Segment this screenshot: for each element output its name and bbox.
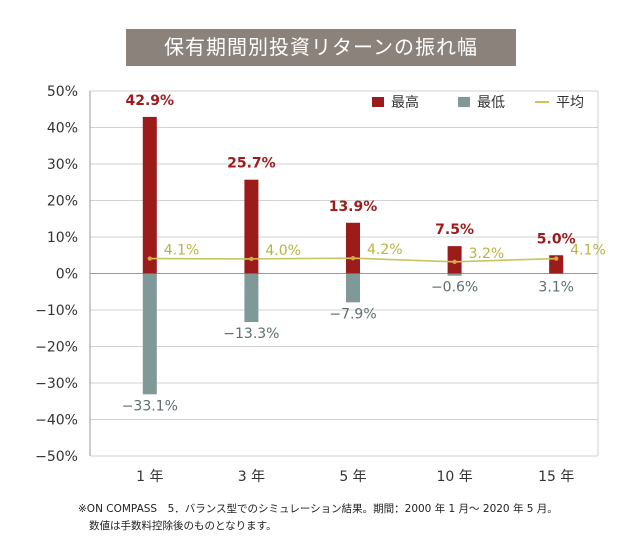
y-tick-label: −50% xyxy=(35,449,78,465)
average-value-label: 3.2% xyxy=(469,246,505,262)
x-tick-label: 10 年 xyxy=(436,469,472,485)
bars xyxy=(142,116,564,395)
high-value-label: 42.9% xyxy=(126,93,175,109)
chart-svg: 50% 40% 30% 20% 10% 0% −10% −20% −30% −40% −50% 42… xyxy=(35,84,606,485)
y-tick-label: 10% xyxy=(47,230,78,246)
average-value-label: 4.2% xyxy=(367,242,403,258)
bar-low xyxy=(142,273,157,395)
average-point xyxy=(554,256,559,261)
low-value-label: 3.1% xyxy=(538,280,574,296)
bar-high xyxy=(346,222,360,274)
bar-low xyxy=(447,273,462,276)
y-tick-label: 50% xyxy=(47,84,78,100)
average-value-label: 4.1% xyxy=(164,243,200,259)
bar-low xyxy=(244,273,259,323)
high-value-label: 13.9% xyxy=(329,199,378,215)
y-tick-label: 0% xyxy=(56,267,78,283)
legend-label-low: 最低 xyxy=(477,95,505,111)
low-value-label: −13.3% xyxy=(223,326,279,342)
footnote: ※ON COMPASS 5．バランス型でのシミュレーション結果。期間：2000 … xyxy=(78,501,558,535)
legend-label-high: 最高 xyxy=(391,94,419,111)
low-value-label: −7.9% xyxy=(329,306,376,322)
x-axis-ticks: 1 年 3 年 5 年 10 年 15 年 xyxy=(136,469,574,485)
y-tick-label: −30% xyxy=(35,376,78,392)
average-point xyxy=(147,256,152,261)
y-tick-label: −40% xyxy=(35,413,78,429)
legend: 最高 最低 平均 xyxy=(372,94,584,111)
low-value-label: −33.1% xyxy=(122,398,178,414)
average-value-label: 4.0% xyxy=(265,243,301,259)
low-value-label: −0.6% xyxy=(431,280,478,296)
footnote-line-1: ※ON COMPASS 5．バランス型でのシミュレーション結果。期間：2000 … xyxy=(78,503,558,515)
bar-low xyxy=(346,273,360,303)
average-value-label: 4.1% xyxy=(570,243,606,259)
y-axis-ticks: 50% 40% 30% 20% 10% 0% −10% −20% −30% −40% −50% xyxy=(35,84,78,465)
high-value-label: 7.5% xyxy=(435,222,474,238)
average-point xyxy=(249,256,254,262)
chart-title: 保有期間別投資リターンの振れ幅 xyxy=(126,29,516,66)
x-tick-label: 1 年 xyxy=(136,469,163,485)
y-tick-label: 20% xyxy=(47,194,78,210)
y-tick-label: 30% xyxy=(47,157,78,173)
x-tick-label: 5 年 xyxy=(339,469,366,485)
average-point xyxy=(350,255,356,261)
y-tick-label: 40% xyxy=(47,121,78,137)
y-tick-label: −20% xyxy=(35,340,78,356)
data-labels: 42.9% −33.1% 4.1% 25.7% −13.3% 4.0% 13.9% −7.9%… xyxy=(122,93,606,414)
average-point xyxy=(452,259,457,265)
bar-high xyxy=(549,255,564,274)
gridlines xyxy=(89,90,599,457)
high-value-label: 25.7% xyxy=(227,156,276,172)
footnote-line-2: 数値は手数料控除後のものとなります。 xyxy=(89,520,277,532)
y-tick-label: −10% xyxy=(35,303,78,319)
bar-high xyxy=(244,179,259,274)
bar-high xyxy=(142,116,157,274)
average-line xyxy=(147,255,559,265)
legend-swatch-high xyxy=(372,97,384,107)
legend-swatch-low xyxy=(458,97,470,107)
high-value-label: 5.0% xyxy=(537,231,576,247)
x-tick-label: 3 年 xyxy=(238,469,265,485)
legend-label-average: 平均 xyxy=(556,95,584,111)
x-tick-label: 15 年 xyxy=(538,469,574,485)
